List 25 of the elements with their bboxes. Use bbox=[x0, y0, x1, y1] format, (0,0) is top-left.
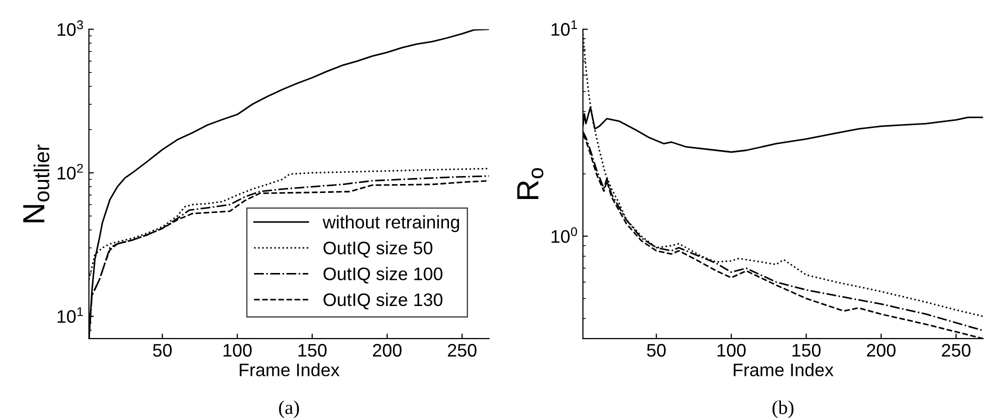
x-axis-title: Frame Index bbox=[240, 363, 340, 376]
legend-label: without retraining bbox=[322, 215, 460, 232]
legend-label: OutIQ size 100 bbox=[324, 267, 442, 284]
x-tick-label: 100 bbox=[718, 344, 746, 357]
x-tick-label: 250 bbox=[942, 344, 970, 357]
text: (b) bbox=[772, 400, 794, 418]
y-axis-title: N$_{outlier}$ bbox=[23, 144, 50, 222]
x-axis-title: Frame Index bbox=[734, 363, 834, 376]
legend-label: OutIQ size 50 bbox=[324, 241, 432, 258]
x-tick-label: 50 bbox=[647, 344, 666, 357]
x-tick-label: 150 bbox=[792, 344, 821, 357]
y-tick-label: 10$^{2}$ bbox=[58, 164, 83, 180]
y-tick-label: 10$^{1}$ bbox=[58, 307, 83, 323]
x-tick-label: 100 bbox=[224, 344, 252, 357]
x-tick-label: 50 bbox=[153, 344, 172, 357]
x-tick-label: 150 bbox=[298, 344, 327, 357]
x-tick-label: 250 bbox=[448, 344, 476, 357]
text: (a) bbox=[279, 400, 299, 418]
y-tick-label: 10$^{3}$ bbox=[58, 20, 83, 36]
x-tick-label: 200 bbox=[373, 344, 402, 357]
x-tick-label: 200 bbox=[867, 344, 896, 357]
y-tick-label: 10$^{1}$ bbox=[552, 20, 577, 36]
y-axis-title: R$_{o}$ bbox=[517, 168, 544, 199]
y-tick-label: 10$^{0}$ bbox=[552, 227, 578, 243]
legend-label: OutIQ size 130 bbox=[324, 292, 442, 310]
